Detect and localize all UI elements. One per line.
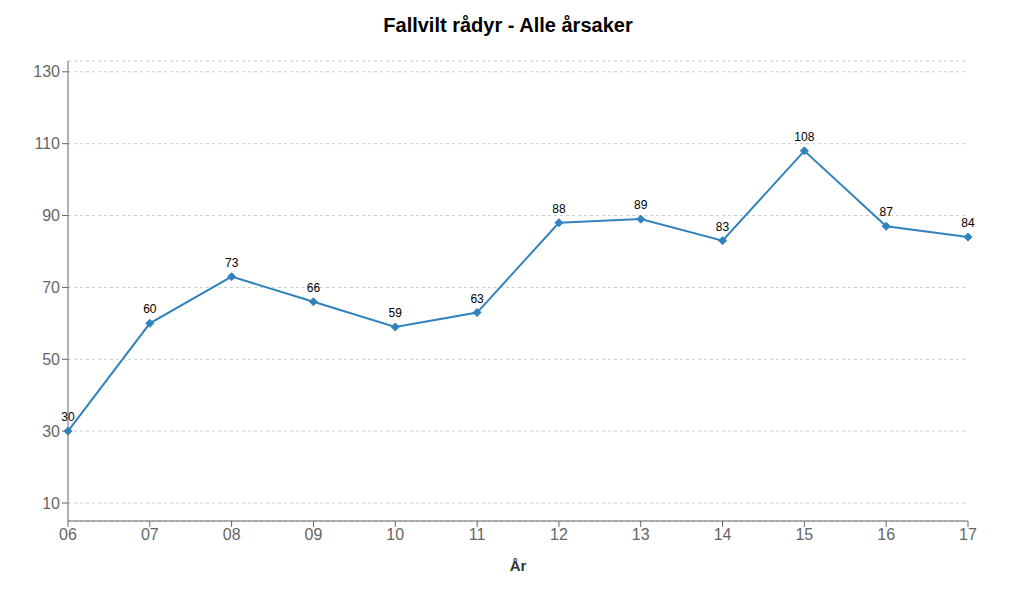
svg-text:15: 15 bbox=[795, 526, 813, 543]
svg-text:17: 17 bbox=[959, 526, 977, 543]
svg-text:07: 07 bbox=[141, 526, 159, 543]
svg-text:88: 88 bbox=[552, 202, 566, 216]
svg-text:110: 110 bbox=[34, 135, 60, 152]
svg-text:16: 16 bbox=[877, 526, 895, 543]
svg-text:50: 50 bbox=[42, 351, 60, 368]
svg-text:70: 70 bbox=[42, 279, 60, 296]
svg-text:06: 06 bbox=[59, 526, 77, 543]
svg-text:84: 84 bbox=[961, 216, 975, 230]
svg-text:13: 13 bbox=[632, 526, 650, 543]
svg-text:108: 108 bbox=[794, 130, 814, 144]
svg-text:11: 11 bbox=[469, 526, 486, 543]
svg-text:År: År bbox=[510, 557, 527, 574]
svg-text:87: 87 bbox=[880, 205, 894, 219]
svg-text:30: 30 bbox=[42, 423, 60, 440]
svg-text:10: 10 bbox=[42, 495, 60, 512]
html-text:Fallvilt rådyr - Alle årsaker: Fallvilt rådyr - Alle årsaker bbox=[383, 14, 633, 36]
svg-text:12: 12 bbox=[550, 526, 568, 543]
svg-text:60: 60 bbox=[143, 302, 157, 316]
svg-text:10: 10 bbox=[386, 526, 404, 543]
svg-text:30: 30 bbox=[61, 410, 75, 424]
svg-text:14: 14 bbox=[714, 526, 732, 543]
svg-text:89: 89 bbox=[634, 198, 648, 212]
svg-text:83: 83 bbox=[716, 220, 730, 234]
svg-text:09: 09 bbox=[305, 526, 323, 543]
svg-text:73: 73 bbox=[225, 256, 239, 270]
svg-text:63: 63 bbox=[470, 292, 484, 306]
svg-text:130: 130 bbox=[33, 63, 60, 80]
svg-text:08: 08 bbox=[223, 526, 241, 543]
svg-text:66: 66 bbox=[307, 281, 321, 295]
svg-text:59: 59 bbox=[389, 306, 403, 320]
svg-text:90: 90 bbox=[42, 207, 60, 224]
